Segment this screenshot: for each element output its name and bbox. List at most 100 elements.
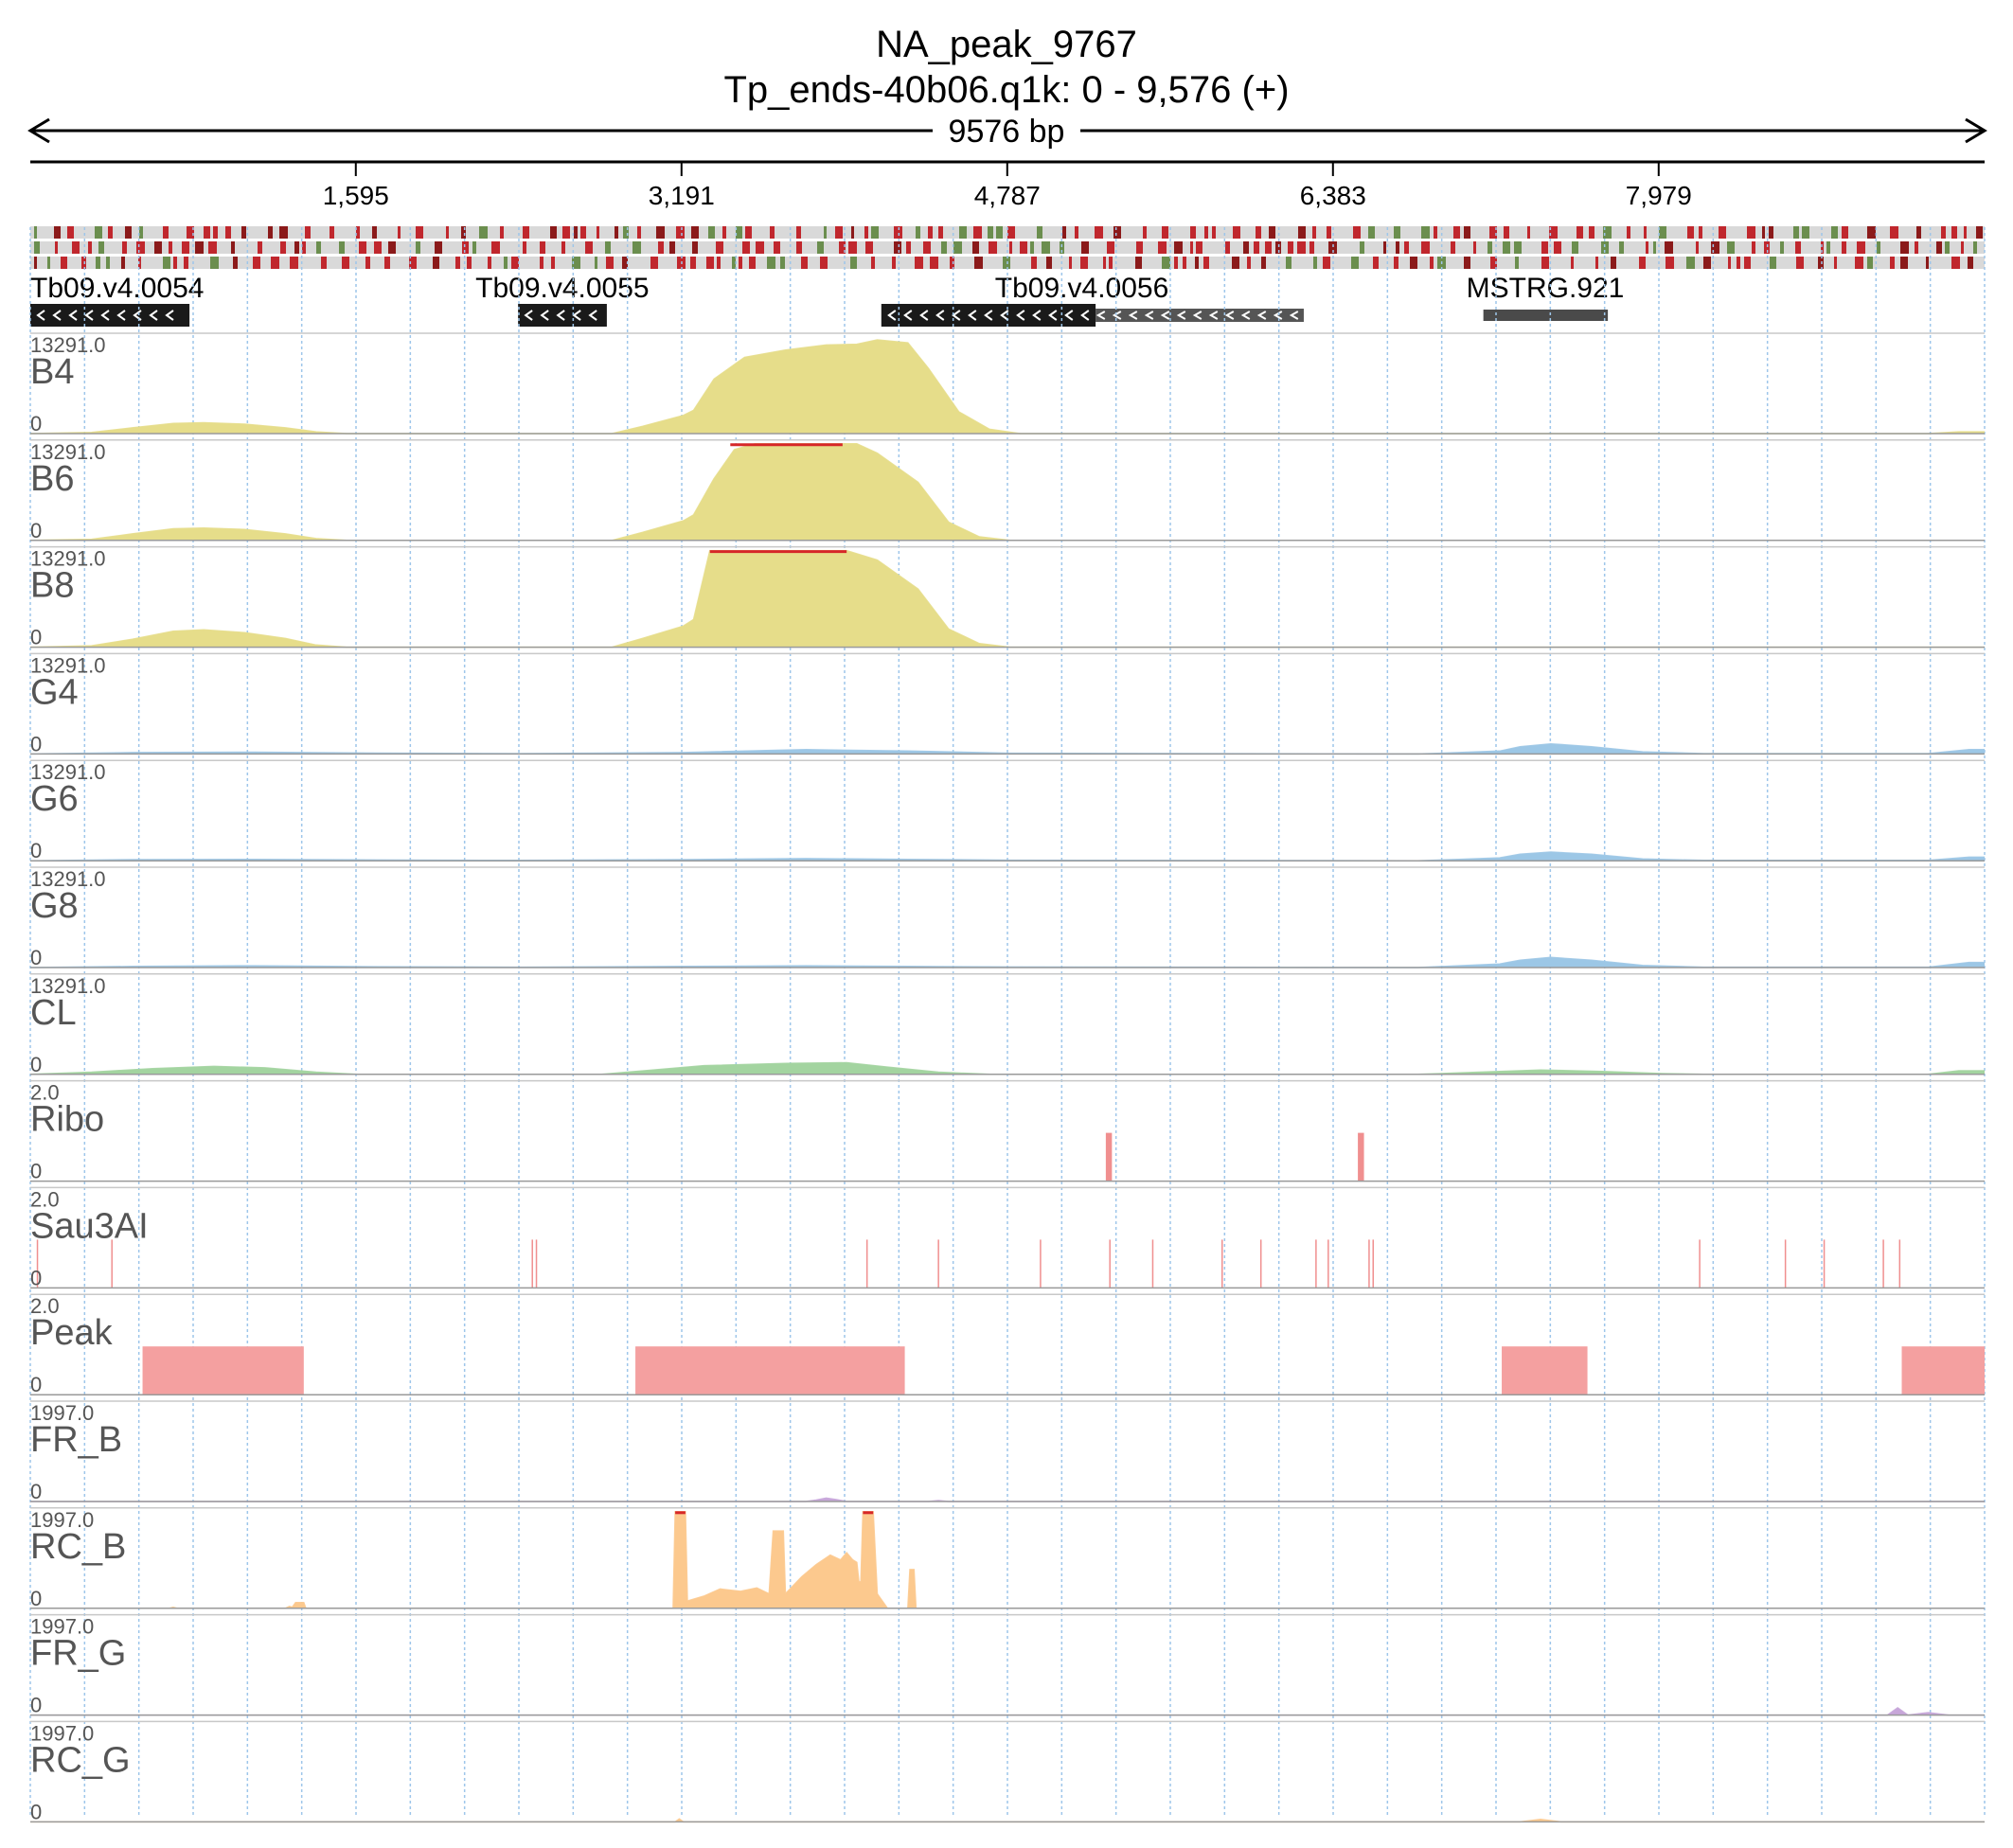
motif-mark: [1826, 241, 1830, 254]
track-name: FR_B: [30, 1420, 122, 1460]
motif-mark: [88, 241, 92, 254]
motif-mark: [316, 241, 321, 254]
motif-mark: [606, 257, 614, 269]
track-name: Sau3AI: [30, 1206, 149, 1246]
motif-mark: [268, 226, 273, 239]
motif-mark: [780, 257, 785, 269]
motif-mark: [1473, 241, 1476, 254]
motif-mark: [732, 257, 736, 269]
motif-mark: [871, 226, 879, 239]
track-rc_b: 1997.0RC_B 0: [30, 1507, 1985, 1610]
strand-arrow: [1208, 311, 1219, 320]
motif-mark: [372, 226, 377, 239]
motif-mark: [1368, 226, 1375, 239]
track-min-label: 0: [30, 1587, 42, 1610]
motif-mark: [1243, 241, 1249, 254]
track-min-label: 0: [30, 946, 42, 969]
track-max-label: 13291.0: [30, 867, 106, 891]
motif-mark: [708, 226, 715, 239]
track-max-label: 2.0: [30, 1081, 60, 1105]
motif-mark: [1430, 257, 1434, 269]
strand-arrow: [1064, 310, 1074, 321]
motif-mark: [1383, 241, 1386, 254]
motif-mark: [1109, 257, 1113, 269]
signal-bar: [1901, 1346, 1985, 1395]
strand-arrow: [588, 310, 597, 321]
strand-arrow: [1192, 311, 1202, 320]
motif-mark: [356, 226, 360, 239]
track-max-label: 2.0: [30, 1187, 60, 1211]
motif-mark: [1232, 257, 1239, 269]
motif-mark: [716, 241, 723, 254]
motif-mark: [136, 241, 145, 254]
motif-mark: [61, 257, 67, 269]
motif-mark: [1711, 241, 1719, 254]
motif-mark: [1327, 226, 1331, 239]
motif-mark: [500, 226, 504, 239]
signal-bar: [142, 1346, 304, 1395]
motif-mark: [1665, 241, 1673, 254]
strand-arrow: [984, 310, 993, 321]
motif-mark: [574, 226, 578, 239]
gene-label: Tb09.v4.0055: [475, 273, 649, 304]
motif-mark: [1286, 257, 1292, 269]
track-min-label: 0: [30, 1266, 42, 1289]
motif-mark: [1353, 226, 1361, 239]
motif-mark: [1323, 257, 1330, 269]
motif-mark: [1795, 241, 1801, 254]
motif-mark: [1627, 226, 1630, 239]
track-min-label: 0: [30, 1053, 42, 1076]
motif-mark: [384, 257, 390, 269]
motif-mark: [446, 226, 449, 239]
span-length-label: 9576 bp: [949, 114, 1065, 150]
motif-mark: [330, 226, 334, 239]
strand-arrow: [1080, 310, 1090, 321]
motif-mark: [817, 241, 824, 254]
motif-mark: [915, 257, 923, 269]
motif-mark: [455, 257, 460, 269]
track-name: FR_G: [30, 1634, 126, 1674]
strand-arrow: [84, 310, 94, 321]
motif-mark: [597, 226, 599, 239]
motif-mark: [96, 257, 100, 269]
motif-mark: [55, 241, 58, 254]
track-name: B6: [30, 459, 74, 499]
track-min-label: 0: [30, 732, 42, 755]
motif-mark: [1976, 226, 1983, 239]
strand-arrow: [68, 310, 78, 321]
motif-mark: [767, 257, 775, 269]
motif-mark: [848, 241, 857, 254]
motif-mark: [1842, 226, 1848, 239]
signal-tracks: 13291.0B4013291.0B6013291.0B8013291.0G40…: [29, 332, 1985, 1823]
motif-mark: [1589, 226, 1594, 239]
motif-mark: [208, 241, 217, 254]
track-name: RC_B: [30, 1527, 126, 1567]
motif-mark: [1554, 241, 1561, 254]
motif-mark: [1916, 226, 1921, 239]
motif-mark: [1135, 257, 1142, 269]
strand-arrow: [1032, 310, 1042, 321]
motif-mark: [1926, 257, 1929, 269]
motif-mark: [1867, 257, 1873, 269]
motif-mark: [1103, 257, 1106, 269]
motif-mark: [321, 257, 327, 269]
strand-arrow: [1240, 311, 1251, 320]
motif-mark: [923, 241, 931, 254]
motif-mark: [928, 226, 933, 239]
motif-mark: [1309, 241, 1314, 254]
strand-arrow: [1224, 311, 1235, 320]
motif-mark: [182, 241, 189, 254]
motif-mark: [1158, 241, 1167, 254]
motif-mark: [1762, 226, 1765, 239]
motif-mark: [279, 226, 288, 239]
motif-mark: [1360, 241, 1364, 254]
motif-mark: [1890, 226, 1898, 239]
coordinate-ruler: 1,595 3,191 4,787 6,383 7,979: [30, 160, 1985, 210]
motif-mark: [1312, 226, 1316, 239]
motif-mark: [972, 241, 979, 254]
motif-mark: [717, 257, 721, 269]
motif-mark: [770, 226, 775, 239]
motif-mark: [1737, 257, 1740, 269]
